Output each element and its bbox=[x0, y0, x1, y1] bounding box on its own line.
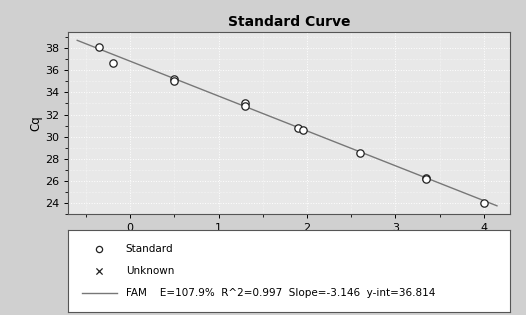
Point bbox=[422, 176, 430, 181]
X-axis label: Log Starting Quantity: Log Starting Quantity bbox=[226, 239, 353, 252]
Point bbox=[294, 125, 302, 130]
Point bbox=[480, 201, 488, 206]
Text: Unknown: Unknown bbox=[126, 266, 174, 276]
Point bbox=[95, 44, 104, 49]
Text: Standard: Standard bbox=[126, 244, 174, 254]
Point bbox=[170, 79, 179, 84]
Point bbox=[170, 77, 179, 82]
Point bbox=[241, 103, 249, 108]
Title: Standard Curve: Standard Curve bbox=[228, 15, 350, 29]
Point bbox=[95, 246, 104, 251]
Text: FAM    E=107.9%  R^2=0.997  Slope=-3.146  y-int=36.814: FAM E=107.9% R^2=0.997 Slope=-3.146 y-in… bbox=[126, 288, 435, 298]
Point bbox=[241, 101, 249, 106]
Point bbox=[108, 60, 117, 65]
Point bbox=[422, 175, 430, 180]
Point bbox=[298, 128, 307, 133]
Point bbox=[95, 268, 104, 273]
Y-axis label: Cq: Cq bbox=[29, 115, 42, 131]
Point bbox=[356, 151, 364, 156]
